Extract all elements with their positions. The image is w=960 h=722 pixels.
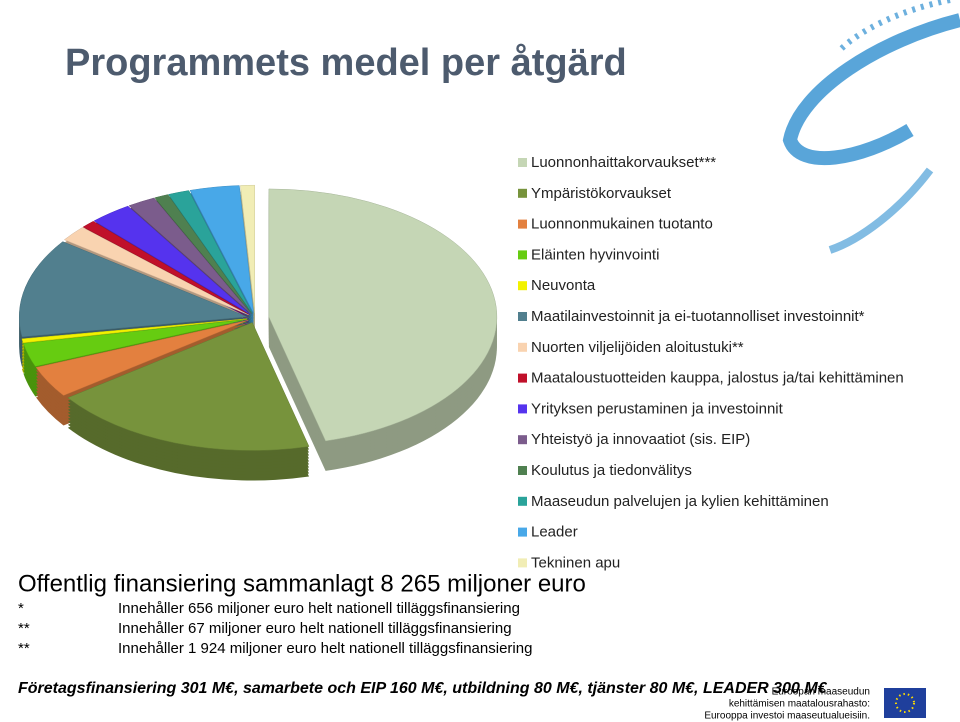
pie-slice bbox=[128, 197, 252, 314]
pie-slice bbox=[35, 320, 249, 396]
total-note: Offentlig finansiering sammanlagt 8 265 … bbox=[18, 570, 586, 597]
pie-slice bbox=[93, 205, 251, 315]
legend-swatch bbox=[518, 435, 527, 445]
legend-label: Tekninen apu bbox=[531, 554, 620, 571]
note-text: Innehåller 67 miljoner euro helt natione… bbox=[118, 620, 512, 637]
logo-line: Eurooppa investoi maaseutualueisiin. bbox=[704, 711, 870, 722]
legend-label: Neuvonta bbox=[531, 277, 596, 294]
pie-chart bbox=[18, 184, 498, 481]
pie-slice bbox=[18, 241, 248, 338]
note-text: Innehåller 656 miljoner euro helt nation… bbox=[118, 600, 520, 617]
legend-swatch bbox=[518, 342, 527, 352]
note-mark: ** bbox=[18, 640, 30, 657]
note-mark: * bbox=[18, 600, 24, 617]
legend-swatch bbox=[518, 373, 527, 383]
pie-slice bbox=[268, 188, 498, 442]
legend-swatch bbox=[518, 404, 527, 414]
notes: * Innehåller 656 miljoner euro helt natio… bbox=[18, 600, 532, 657]
legend-label: Yrityksen perustaminen ja investoinnit bbox=[531, 400, 784, 417]
pie-slice bbox=[67, 322, 310, 451]
logo-line: Euroopan maaseudun bbox=[772, 687, 870, 698]
legend-label: Eläinten hyvinvointi bbox=[531, 246, 659, 263]
footer: Företagsfinansiering 301 M€, samarbete o… bbox=[18, 680, 828, 697]
legend-label: Ympäristökorvaukset bbox=[531, 185, 672, 202]
legend-swatch bbox=[518, 527, 527, 537]
legend-label: Luonnonmukainen tuotanto bbox=[531, 216, 713, 233]
legend-swatch bbox=[518, 188, 527, 198]
pie-slice bbox=[168, 190, 253, 314]
legend-swatch bbox=[518, 312, 527, 321]
legend: Luonnonhaittakorvaukset*** Ympäristökorva… bbox=[518, 154, 904, 571]
legend-label: Maaseudun palvelujen ja kylien kehittämi… bbox=[531, 493, 829, 510]
pie-slice bbox=[154, 194, 253, 314]
logo-line: kehittämisen maatalousrahasto: bbox=[729, 699, 870, 710]
note-mark: ** bbox=[18, 620, 30, 637]
legend-label: Maatilainvestoinnit ja ei-tuotannolliset… bbox=[531, 308, 865, 325]
legend-swatch bbox=[518, 219, 527, 229]
legend-label: Nuorten viljelijöiden aloitustuki** bbox=[531, 339, 744, 356]
legend-label: Maataloustuotteiden kauppa, jalostus ja/… bbox=[531, 370, 904, 387]
eu-flag bbox=[884, 688, 926, 718]
pie-slice bbox=[63, 227, 249, 316]
legend-swatch bbox=[518, 496, 527, 506]
eu-stars bbox=[895, 693, 915, 713]
legend-swatch bbox=[518, 250, 527, 260]
legend-swatch bbox=[518, 158, 527, 167]
eu-logo: Euroopan maaseudun kehittämisen maatalou… bbox=[704, 687, 926, 722]
legend-swatch bbox=[518, 558, 527, 568]
swirl-decoration bbox=[782, 0, 960, 254]
pie-slice bbox=[82, 221, 250, 315]
legend-label: Luonnonhaittakorvaukset*** bbox=[531, 154, 716, 171]
note-text: Innehåller 1 924 miljoner euro helt nati… bbox=[118, 640, 532, 657]
slide-title: Programmets medel per åtgärd bbox=[65, 42, 627, 84]
legend-swatch bbox=[518, 466, 527, 475]
legend-label: Leader bbox=[531, 524, 578, 541]
pie-slice bbox=[240, 184, 255, 314]
legend-swatch bbox=[518, 281, 527, 291]
pie-slice bbox=[23, 319, 248, 367]
legend-label: Koulutus ja tiedonvälitys bbox=[531, 462, 692, 479]
pie-slice bbox=[21, 318, 248, 344]
legend-label: Yhteistyö ja innovaatiot (sis. EIP) bbox=[531, 431, 750, 448]
pie-slice bbox=[189, 185, 254, 314]
